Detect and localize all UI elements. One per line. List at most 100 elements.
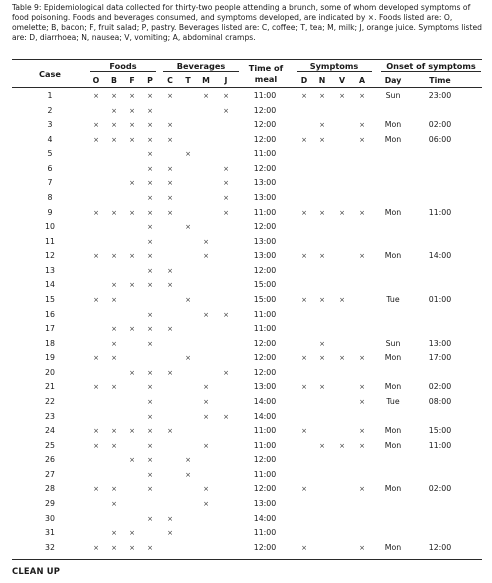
symptom-col-header-v: V xyxy=(338,76,346,85)
food-mark-f: × xyxy=(129,179,135,187)
symptom-mark-a: × xyxy=(359,209,365,217)
beverage-mark-j: × xyxy=(223,311,229,319)
beverage-mark-j: × xyxy=(223,107,229,115)
meal-time: 11:00 xyxy=(253,324,277,333)
food-mark-f: × xyxy=(129,107,135,115)
meal-time: 14:00 xyxy=(253,412,277,421)
beverage-col-header-j: J xyxy=(224,76,228,85)
header-bottom-rule xyxy=(12,87,482,88)
beverage-mark-c: × xyxy=(167,121,173,129)
food-mark-p: × xyxy=(147,209,153,217)
food-mark-b: × xyxy=(111,107,117,115)
food-mark-b: × xyxy=(111,325,117,333)
food-mark-p: × xyxy=(147,179,153,187)
symptom-mark-d: × xyxy=(301,354,307,362)
food-mark-p: × xyxy=(147,325,153,333)
beverage-mark-m: × xyxy=(203,311,209,319)
symptom-col-header-d: D xyxy=(300,76,308,85)
meal-time: 13:00 xyxy=(253,499,277,508)
onset-day-header: Day xyxy=(384,76,402,85)
food-mark-p: × xyxy=(147,340,153,348)
beverage-col-header-t: T xyxy=(185,76,191,85)
food-mark-o: × xyxy=(93,427,99,435)
symptom-mark-n: × xyxy=(319,383,325,391)
case-number: 11 xyxy=(45,237,55,246)
beverage-mark-c: × xyxy=(167,267,173,275)
onset-time: 02:00 xyxy=(428,120,452,129)
meal-time: 11:00 xyxy=(253,470,277,479)
food-mark-f: × xyxy=(129,209,135,217)
beverage-mark-c: × xyxy=(167,194,173,202)
symptom-mark-a: × xyxy=(359,354,365,362)
food-mark-b: × xyxy=(111,121,117,129)
symptom-mark-a: × xyxy=(359,121,365,129)
meal-time: 15:00 xyxy=(253,295,277,304)
symptom-mark-v: × xyxy=(339,296,345,304)
case-number: 26 xyxy=(45,455,55,464)
case-number: 29 xyxy=(45,499,55,508)
meal-time: 12:00 xyxy=(253,484,277,493)
beverage-col-header-m: M xyxy=(202,76,210,85)
meal-time: 14:00 xyxy=(253,514,277,523)
onset-day: Mon xyxy=(384,426,402,435)
symptom-mark-d: × xyxy=(301,296,307,304)
case-number: 24 xyxy=(45,426,55,435)
onset-day: Sun xyxy=(385,339,401,348)
case-number: 18 xyxy=(45,339,55,348)
food-mark-p: × xyxy=(147,442,153,450)
symptom-mark-d: × xyxy=(301,92,307,100)
onset-time: 13:00 xyxy=(428,339,452,348)
onset-day: Sun xyxy=(385,91,401,100)
case-number: 7 xyxy=(47,178,53,187)
case-number: 5 xyxy=(47,149,53,158)
beverages-group-rule xyxy=(163,71,239,72)
case-number: 22 xyxy=(45,397,55,406)
case-number: 14 xyxy=(45,280,55,289)
symptom-mark-v: × xyxy=(339,92,345,100)
beverage-mark-t: × xyxy=(185,456,191,464)
beverage-mark-c: × xyxy=(167,136,173,144)
beverage-mark-j: × xyxy=(223,194,229,202)
meal-time: 11:00 xyxy=(253,310,277,319)
food-mark-p: × xyxy=(147,413,153,421)
symptom-mark-d: × xyxy=(301,383,307,391)
beverage-mark-c: × xyxy=(167,515,173,523)
meal-time: 13:00 xyxy=(253,193,277,202)
food-mark-p: × xyxy=(147,121,153,129)
case-number: 16 xyxy=(45,310,55,319)
onset-time: 17:00 xyxy=(428,353,452,362)
onset-time: 23:00 xyxy=(428,91,452,100)
onset-time: 11:00 xyxy=(428,441,452,450)
symptom-mark-n: × xyxy=(319,209,325,217)
food-mark-f: × xyxy=(129,325,135,333)
food-mark-b: × xyxy=(111,340,117,348)
meal-time: 14:00 xyxy=(253,397,277,406)
food-mark-o: × xyxy=(93,121,99,129)
case-number: 20 xyxy=(45,368,55,377)
case-number: 2 xyxy=(47,106,53,115)
symptom-mark-a: × xyxy=(359,136,365,144)
symptom-mark-a: × xyxy=(359,398,365,406)
case-number: 4 xyxy=(47,135,53,144)
symptom-mark-a: × xyxy=(359,383,365,391)
beverage-mark-m: × xyxy=(203,485,209,493)
symptom-mark-d: × xyxy=(301,209,307,217)
food-mark-o: × xyxy=(93,252,99,260)
food-mark-f: × xyxy=(129,427,135,435)
symptom-mark-d: × xyxy=(301,427,307,435)
beverage-mark-m: × xyxy=(203,442,209,450)
food-mark-p: × xyxy=(147,515,153,523)
case-number: 30 xyxy=(45,514,55,523)
symptom-mark-n: × xyxy=(319,136,325,144)
food-mark-b: × xyxy=(111,529,117,537)
food-mark-b: × xyxy=(111,427,117,435)
onset-time: 12:00 xyxy=(428,543,452,552)
onset-day: Mon xyxy=(384,382,402,391)
meal-time: 13:00 xyxy=(253,251,277,260)
food-mark-p: × xyxy=(147,383,153,391)
onset-day: Tue xyxy=(386,397,400,406)
beverage-mark-t: × xyxy=(185,471,191,479)
symptom-mark-n: × xyxy=(319,340,325,348)
foods-group-rule xyxy=(90,71,156,72)
